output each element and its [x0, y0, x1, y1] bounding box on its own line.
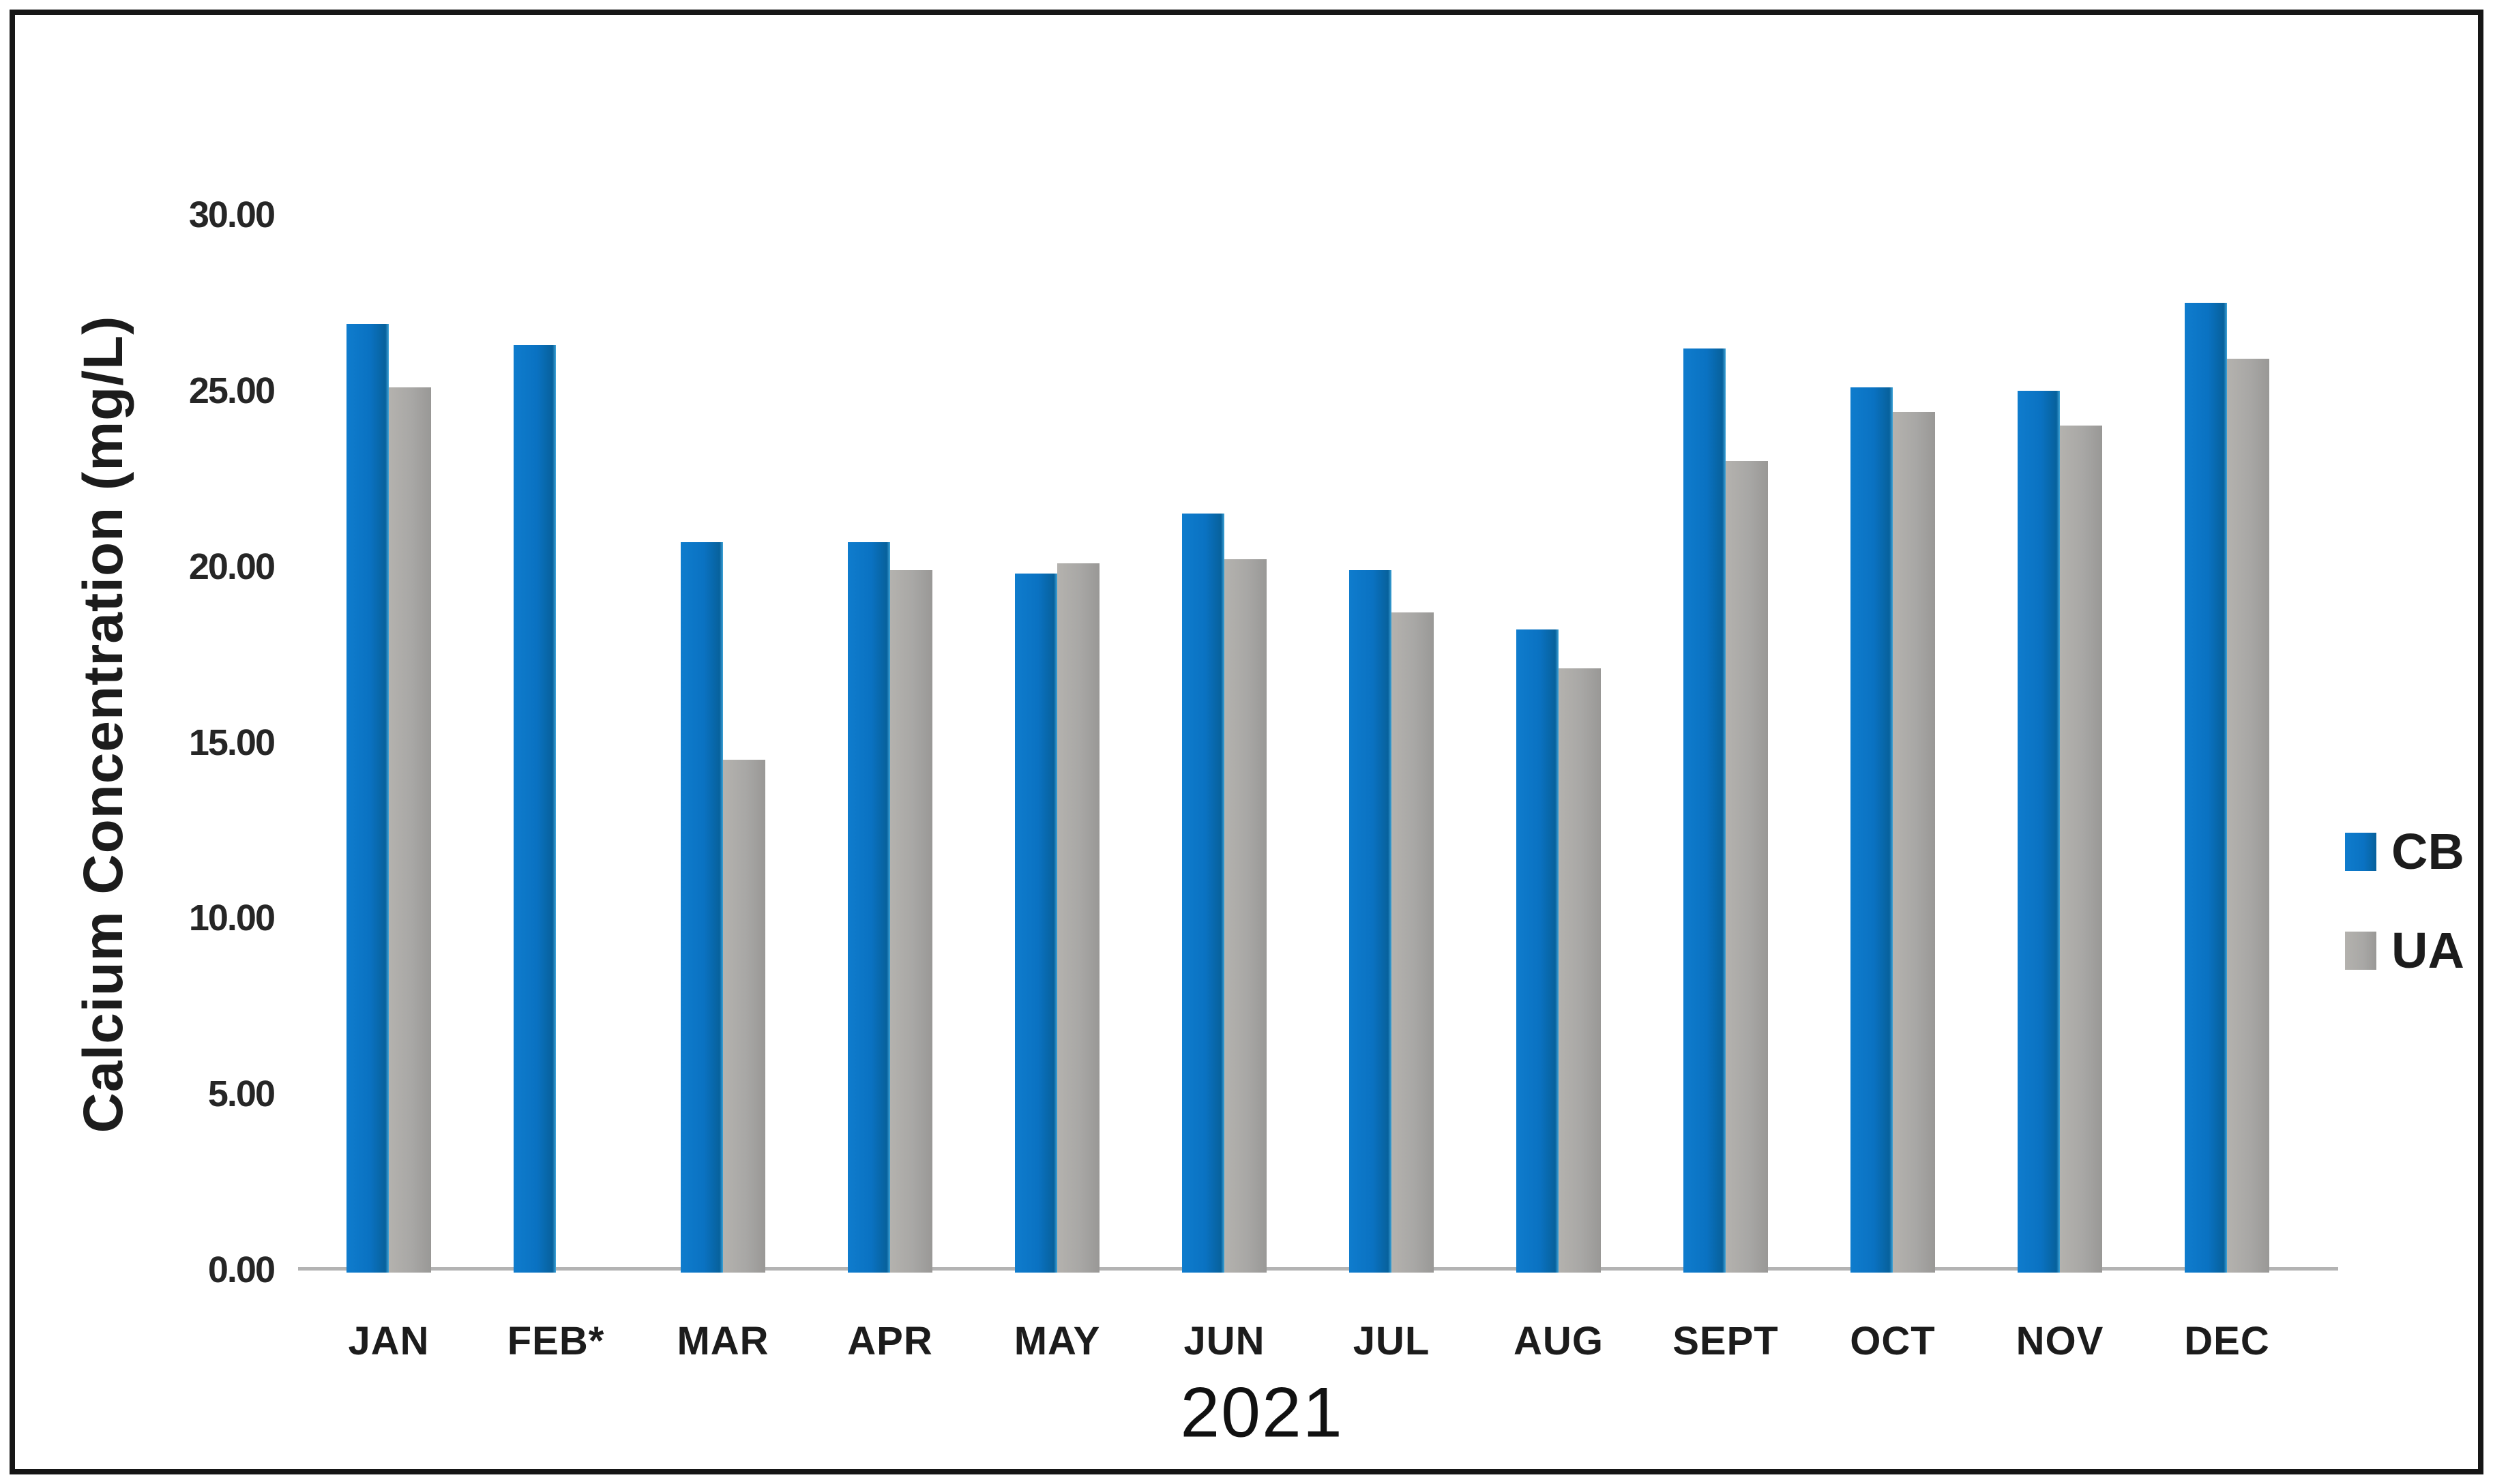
bar-cb-feb [514, 344, 556, 1273]
bar-cb-mar [681, 541, 723, 1273]
x-tick-label-feb: FEB* [507, 1319, 605, 1363]
bar-ua-sept [1726, 460, 1768, 1273]
bar-ua-jul [1391, 612, 1434, 1273]
bar-cb-oct [1850, 387, 1893, 1273]
bar-ua-mar [723, 760, 765, 1273]
legend-item-ua: UA [2345, 925, 2464, 976]
y-tick-label: 20.00 [188, 546, 276, 587]
bar-ua-dec [2227, 359, 2269, 1273]
x-tick-label-apr: APR [847, 1319, 933, 1363]
legend-label-ua: UA [2391, 922, 2464, 979]
bar-cb-jan [346, 323, 389, 1273]
x-tick-label-mar: MAR [677, 1319, 769, 1363]
bar-cb-jul [1349, 569, 1391, 1273]
bar-cb-apr [848, 541, 890, 1273]
x-tick-label-dec: DEC [2184, 1319, 2270, 1363]
y-tick-label: 10.00 [188, 897, 276, 939]
bar-ua-aug [1559, 668, 1601, 1273]
bar-ua-jan [389, 387, 431, 1273]
y-tick-label: 30.00 [188, 194, 276, 236]
legend-item-cb: CB [2345, 827, 2464, 877]
x-tick-label-may: MAY [1014, 1319, 1101, 1363]
bar-cb-may [1015, 573, 1057, 1273]
legend-swatch-cb [2345, 833, 2376, 871]
bar-ua-jun [1224, 559, 1267, 1273]
bar-ua-oct [1893, 411, 1935, 1273]
y-tick-label: 0.00 [207, 1249, 276, 1290]
x-axis-line [298, 1267, 2338, 1271]
legend-swatch-ua [2345, 932, 2376, 970]
x-tick-label-jul: JUL [1353, 1319, 1430, 1363]
bar-cb-sept [1683, 348, 1726, 1273]
bar-ua-apr [890, 569, 932, 1273]
y-tick-label: 25.00 [188, 370, 276, 411]
x-tick-label-jan: JAN [348, 1319, 430, 1363]
x-tick-label-jun: JUN [1183, 1319, 1265, 1363]
bar-cb-nov [2018, 390, 2060, 1273]
x-tick-label-aug: AUG [1514, 1319, 1604, 1363]
x-tick-label-sept: SEPT [1672, 1319, 1779, 1363]
bar-ua-may [1057, 563, 1100, 1273]
bar-cb-dec [2185, 302, 2227, 1273]
y-tick-label: 15.00 [188, 722, 276, 763]
x-axis-title: 2021 [1180, 1373, 1344, 1453]
y-tick-label: 5.00 [207, 1073, 276, 1115]
legend-label-cb: CB [2391, 823, 2464, 880]
bar-cb-jun [1182, 514, 1224, 1273]
x-tick-label-nov: NOV [2016, 1319, 2104, 1363]
bar-cb-aug [1516, 629, 1559, 1273]
x-tick-label-oct: OCT [1850, 1319, 1936, 1363]
bar-ua-nov [2060, 426, 2102, 1273]
